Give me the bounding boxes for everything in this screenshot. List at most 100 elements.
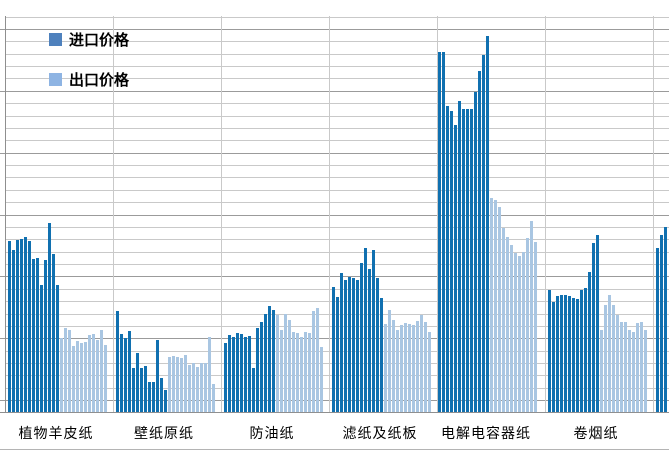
bar-export xyxy=(104,345,107,412)
gridline-minor xyxy=(6,66,669,67)
bar-import xyxy=(164,390,167,412)
bar-import xyxy=(36,258,39,412)
gridline-minor xyxy=(6,227,669,228)
bar-export xyxy=(404,323,407,412)
bar-import xyxy=(28,241,31,412)
legend-swatch-import-icon xyxy=(49,32,62,46)
bar-export xyxy=(288,320,291,412)
bar-export xyxy=(506,237,509,412)
bar-import xyxy=(16,240,19,412)
bar-export xyxy=(60,338,63,412)
bar-import xyxy=(548,290,551,412)
bar-export xyxy=(384,324,387,412)
gridline-minor xyxy=(6,103,669,104)
bar-export xyxy=(636,323,639,412)
bar-export xyxy=(212,384,215,412)
gridline-major xyxy=(0,91,669,92)
category-separator-gridline xyxy=(437,16,438,412)
gridline-minor xyxy=(6,128,669,129)
bar-import xyxy=(120,334,123,412)
gridline-minor xyxy=(6,140,669,141)
bar-export xyxy=(192,363,195,412)
bar-import xyxy=(260,322,263,412)
bar-import xyxy=(224,343,227,412)
bar-export xyxy=(88,335,91,412)
bar-import xyxy=(144,366,147,412)
bar-export xyxy=(304,332,307,412)
bar-import xyxy=(470,109,473,412)
bar-import xyxy=(52,254,55,412)
bar-import xyxy=(244,337,247,412)
bar-export xyxy=(276,315,279,412)
bar-export xyxy=(518,256,521,412)
bar-export xyxy=(640,322,643,412)
bar-import xyxy=(576,299,579,412)
bar-import xyxy=(348,277,351,412)
bar-import xyxy=(332,287,335,412)
category-label: 卷烟纸 xyxy=(573,426,619,442)
bar-import xyxy=(564,295,567,412)
gridline-major xyxy=(0,276,669,277)
bar-import xyxy=(256,328,259,412)
gridline-minor xyxy=(6,202,669,203)
bar-import xyxy=(360,263,363,412)
bar-export xyxy=(400,325,403,412)
bar-import xyxy=(240,334,243,412)
gridline-minor xyxy=(6,78,669,79)
bar-import xyxy=(356,280,359,412)
bar-import xyxy=(140,368,143,412)
bar-export xyxy=(428,332,431,412)
bar-import xyxy=(368,269,371,412)
bar-import xyxy=(482,55,485,412)
bar-import xyxy=(148,382,151,412)
bar-export xyxy=(204,363,207,412)
bar-import xyxy=(380,298,383,412)
bar-export xyxy=(92,334,95,412)
bar-import xyxy=(438,52,441,412)
category-separator-gridline xyxy=(653,16,654,412)
bar-export xyxy=(316,308,319,412)
bar-export xyxy=(424,322,427,412)
bar-export xyxy=(172,356,175,412)
bar-import xyxy=(552,302,555,412)
bar-export xyxy=(498,207,501,412)
bar-import xyxy=(560,295,563,412)
bar-import xyxy=(340,273,343,412)
bar-export xyxy=(616,315,619,412)
bar-export xyxy=(388,310,391,412)
bar-export xyxy=(280,330,283,412)
bar-export xyxy=(284,314,287,412)
bar-export xyxy=(320,347,323,412)
bar-import-partial xyxy=(664,227,667,412)
bar-import xyxy=(580,290,583,412)
bar-import xyxy=(596,235,599,412)
bar-export xyxy=(96,340,99,412)
bar-export xyxy=(300,337,303,412)
bar-export xyxy=(72,346,75,412)
gridline-major xyxy=(0,153,669,154)
category-separator-gridline xyxy=(113,16,114,412)
bar-import xyxy=(268,306,271,412)
bar-import xyxy=(160,378,163,412)
legend-item-export: 出口价格 xyxy=(49,70,129,89)
bar-import xyxy=(442,52,445,412)
bar-import xyxy=(450,111,453,412)
legend-item-import: 进口价格 xyxy=(49,30,129,49)
bar-export xyxy=(188,365,191,412)
category-separator-gridline xyxy=(329,16,330,412)
bar-export xyxy=(208,337,211,412)
bar-export xyxy=(408,324,411,412)
bar-import xyxy=(56,285,59,412)
bar-import xyxy=(556,296,559,412)
bar-export xyxy=(624,322,627,412)
bar-import xyxy=(116,311,119,412)
bar-import xyxy=(20,239,23,412)
bar-export xyxy=(308,333,311,412)
bar-export xyxy=(392,320,395,412)
bar-import xyxy=(48,223,51,412)
bar-export xyxy=(608,295,611,412)
bar-export xyxy=(644,330,647,412)
bar-import xyxy=(156,340,159,412)
gridline-minor xyxy=(6,41,669,42)
